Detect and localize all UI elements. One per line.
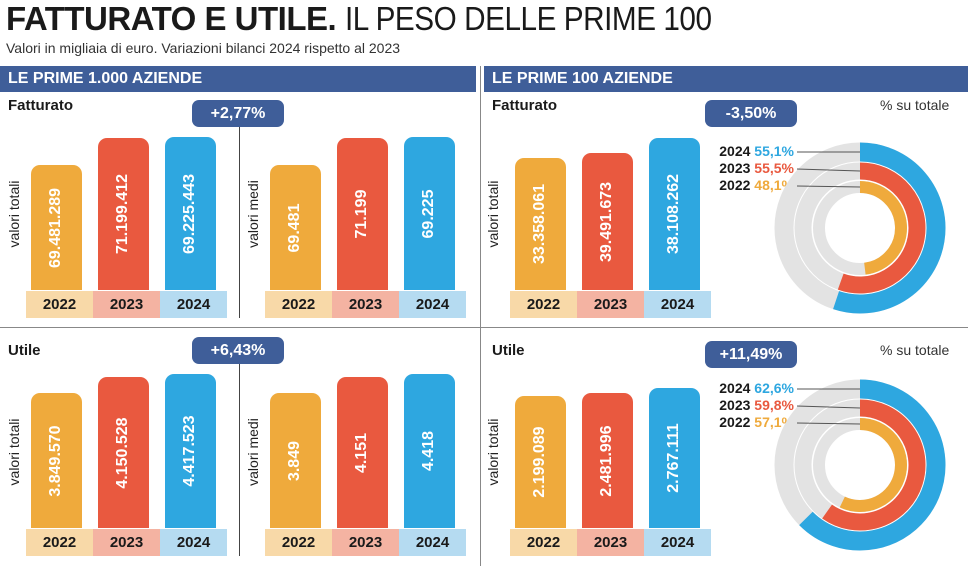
ring-arc-2022 xyxy=(859,181,907,275)
year-label-2023: 2023 xyxy=(93,529,160,556)
panel-header-right: LE PRIME 100 AZIENDE xyxy=(484,66,968,92)
ring-year: 2022 xyxy=(719,414,755,430)
bar-2024 xyxy=(649,138,700,290)
ring-year: 2023 xyxy=(719,160,755,176)
ring-year: 2024 xyxy=(719,143,755,159)
bar-2022 xyxy=(31,393,82,528)
pct-total-label: % su totale xyxy=(880,342,950,358)
year-label-2024: 2024 xyxy=(644,291,711,318)
section-fatturato-left: Fatturato xyxy=(8,97,73,114)
year-label-2023: 2023 xyxy=(332,529,399,556)
ring-arc-2024 xyxy=(799,379,946,551)
ring-label-2023: 2023 59,8% xyxy=(704,397,794,414)
section-utile-right: Utile xyxy=(492,342,525,359)
bar-2023 xyxy=(582,153,633,290)
bar-2024 xyxy=(404,137,455,290)
ring-year: 2024 xyxy=(719,380,755,396)
bar-2024 xyxy=(165,137,216,290)
bar-2022 xyxy=(270,165,321,290)
year-label-2024: 2024 xyxy=(399,291,466,318)
ring-year: 2023 xyxy=(719,397,755,413)
change-badge: +11,49% xyxy=(705,341,797,368)
panel-divider xyxy=(480,66,481,566)
year-label-2022: 2022 xyxy=(26,291,93,318)
bar-2024 xyxy=(404,374,455,528)
ring-year: 2022 xyxy=(719,177,755,193)
bar-2023 xyxy=(98,138,149,290)
bar-2022 xyxy=(31,165,82,290)
change-badge: +2,77% xyxy=(192,100,284,127)
year-label-2022: 2022 xyxy=(510,291,577,318)
pct-total-label: % su totale xyxy=(880,97,950,113)
ring-arc-2024 xyxy=(833,142,946,314)
year-label-2024: 2024 xyxy=(399,529,466,556)
bar-2024 xyxy=(649,388,700,528)
section-utile-left: Utile xyxy=(8,342,41,359)
bar-2024 xyxy=(165,374,216,528)
year-label-2024: 2024 xyxy=(644,529,711,556)
badge-connector xyxy=(239,363,240,556)
year-label-2024: 2024 xyxy=(160,291,227,318)
title-bold: FATTURATO E UTILE. xyxy=(6,0,337,37)
section-fatturato-right: Fatturato xyxy=(492,97,557,114)
ring-value: 55,5% xyxy=(754,160,794,176)
ring-label-2024: 2024 62,6% xyxy=(704,380,794,397)
year-label-2022: 2022 xyxy=(265,529,332,556)
year-label-2023: 2023 xyxy=(93,291,160,318)
bar-2023 xyxy=(98,377,149,528)
bar-2023 xyxy=(337,377,388,528)
leader-line xyxy=(796,405,861,409)
leader-line xyxy=(796,168,861,172)
bar-2022 xyxy=(515,158,566,290)
year-label-2024: 2024 xyxy=(160,529,227,556)
title-light: IL PESO DELLE PRIME 100 xyxy=(344,0,712,37)
panel-header-left: LE PRIME 1.000 AZIENDE xyxy=(0,66,476,92)
ring-value: 62,6% xyxy=(754,380,794,396)
year-label-2023: 2023 xyxy=(332,291,399,318)
section-divider xyxy=(0,327,968,328)
ring-arc-2022 xyxy=(839,418,907,512)
ring-value: 59,8% xyxy=(754,397,794,413)
leader-line xyxy=(796,422,861,425)
change-badge: -3,50% xyxy=(705,100,797,127)
year-label-2023: 2023 xyxy=(577,529,644,556)
leader-line xyxy=(796,185,861,188)
ring-arc-2023 xyxy=(837,162,926,294)
page-title: FATTURATO E UTILE. IL PESO DELLE PRIME 1… xyxy=(6,0,752,38)
change-badge: +6,43% xyxy=(192,337,284,364)
bar-2023 xyxy=(337,138,388,290)
bar-2022 xyxy=(515,396,566,528)
year-label-2023: 2023 xyxy=(577,291,644,318)
bar-2023 xyxy=(582,393,633,528)
ring-arc-2023 xyxy=(822,399,926,531)
ring-label-2024: 2024 55,1% xyxy=(704,143,794,160)
bar-2022 xyxy=(270,393,321,528)
ring-label-2023: 2023 55,5% xyxy=(704,160,794,177)
badge-connector xyxy=(239,126,240,318)
year-label-2022: 2022 xyxy=(510,529,577,556)
subtitle: Valori in migliaia di euro. Variazioni b… xyxy=(6,40,401,56)
year-label-2022: 2022 xyxy=(26,529,93,556)
year-label-2022: 2022 xyxy=(265,291,332,318)
ring-value: 55,1% xyxy=(754,143,794,159)
